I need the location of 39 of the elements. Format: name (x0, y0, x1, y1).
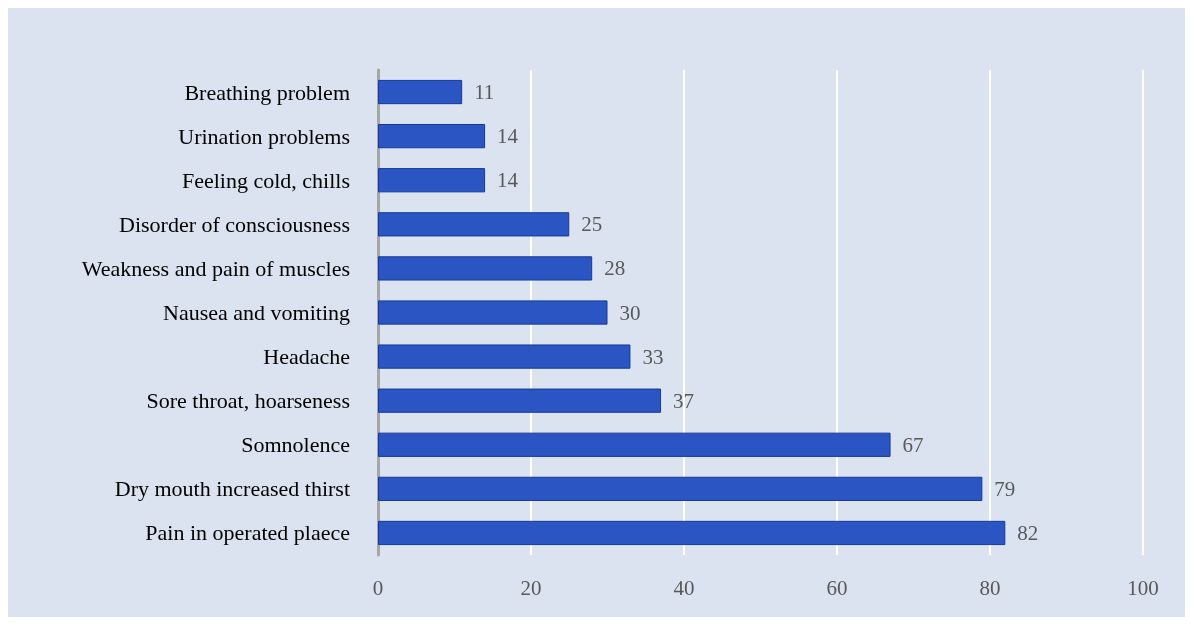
y-tick-label: Nausea and vomiting (163, 300, 350, 325)
bar (378, 124, 486, 149)
y-tick-label: Breathing problem (184, 79, 350, 105)
bar (378, 520, 1006, 546)
x-tick-label: 0 (372, 575, 384, 600)
data-label: 11 (474, 80, 495, 105)
bar (378, 256, 593, 281)
bar (378, 476, 983, 501)
x-tick-label: 20 (520, 575, 542, 600)
x-tick-label: 40 (673, 575, 695, 600)
y-tick-label: Dry mouth increased thirst (114, 476, 350, 502)
y-tick-label: Sore throat, hoarseness (146, 388, 350, 414)
y-tick-label: Feeling cold, chills (181, 167, 350, 193)
x-tick-label: 80 (979, 575, 1001, 600)
bar (378, 388, 662, 413)
data-label: 79 (994, 476, 1016, 501)
y-tick-label: Urination problems (178, 123, 350, 149)
data-label: 30 (619, 300, 641, 325)
bar (378, 79, 463, 105)
bar (378, 168, 486, 193)
bar (378, 344, 631, 369)
data-label: 33 (642, 344, 664, 369)
data-label: 28 (604, 256, 626, 281)
y-tick-label: Weakness and pain of muscles (81, 255, 350, 281)
data-label: 67 (902, 432, 924, 457)
y-tick-label: Headache (263, 344, 350, 370)
y-tick-label: Somnolence (241, 432, 350, 458)
data-label: 14 (497, 168, 519, 193)
bar (378, 432, 891, 457)
y-tick-label: Pain in operated plaece (145, 520, 350, 546)
y-tick-label: Disorder of consciousness (119, 211, 350, 237)
bar (378, 300, 608, 325)
data-label: 82 (1017, 520, 1039, 545)
data-label: 37 (673, 388, 695, 413)
x-tick-label: 60 (826, 575, 848, 600)
data-label: 25 (581, 212, 603, 237)
x-tick-label: 100 (1127, 575, 1159, 600)
bar (378, 212, 570, 237)
data-label: 14 (497, 124, 519, 149)
